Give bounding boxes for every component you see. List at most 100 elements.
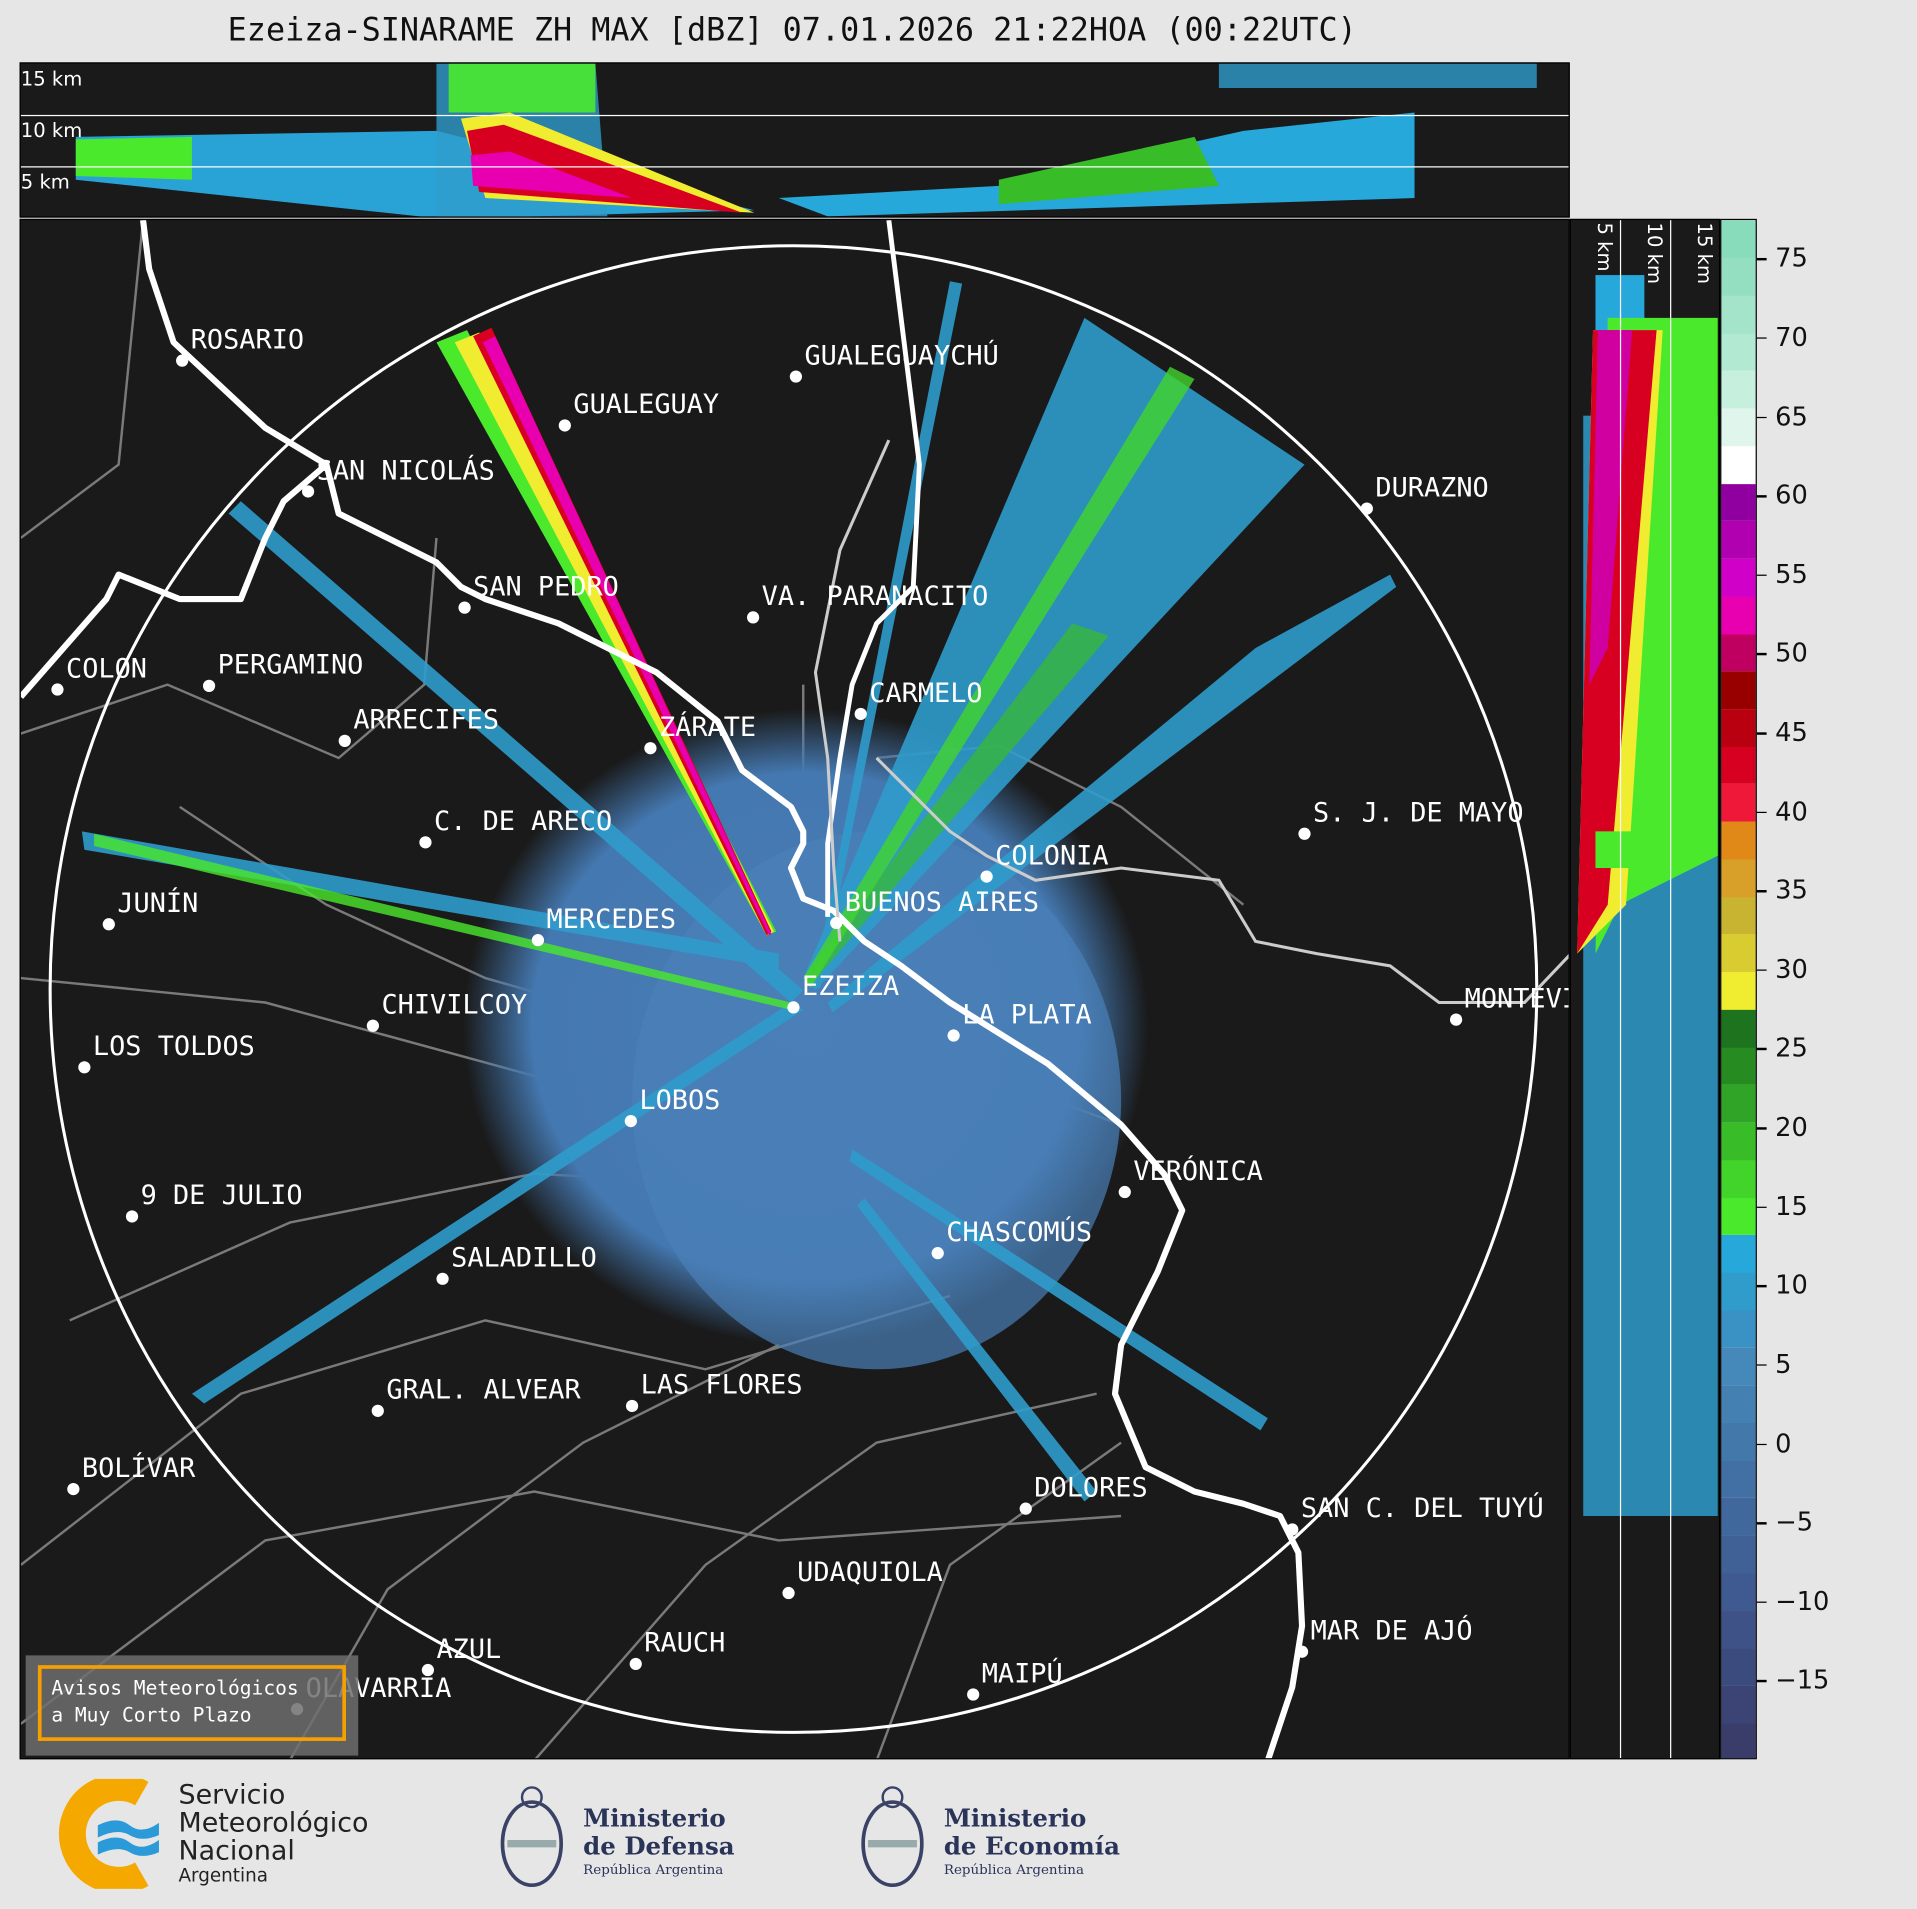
colorbar-segment bbox=[1721, 1159, 1756, 1198]
colorbar-segment bbox=[1721, 1309, 1756, 1348]
city-label: GRAL. ALVEAR bbox=[386, 1375, 581, 1406]
city-label: MERCEDES bbox=[546, 904, 677, 936]
city-marker bbox=[419, 836, 432, 849]
argentina-shield-icon bbox=[861, 1786, 924, 1888]
city-label: RAUCH bbox=[644, 1628, 726, 1660]
colorbar-segment bbox=[1721, 220, 1756, 259]
colorbar-tick bbox=[1756, 1443, 1767, 1446]
height-label: 5 km bbox=[1593, 222, 1617, 272]
colorbar-segment bbox=[1721, 1459, 1756, 1499]
colorbar-tick-label: 40 bbox=[1775, 796, 1808, 826]
city-label: COLONIA bbox=[995, 841, 1109, 872]
colorbar-tick bbox=[1756, 1206, 1767, 1209]
height-label: 10 km bbox=[1643, 222, 1667, 285]
city-marker bbox=[787, 1001, 800, 1014]
city-label: JUNÍN bbox=[117, 888, 199, 920]
city-marker bbox=[1118, 1185, 1131, 1199]
colorbar-segment bbox=[1721, 1610, 1756, 1649]
smn-logo: Servicio Meteorológico Nacional Argentin… bbox=[56, 1778, 398, 1889]
city-label: CHASCOMÚS bbox=[946, 1217, 1093, 1249]
height-label: 15 km bbox=[1693, 222, 1717, 285]
colorbar-segment bbox=[1721, 1196, 1756, 1236]
colorbar-segment bbox=[1721, 1384, 1756, 1423]
city-label: SAN PEDRO bbox=[473, 572, 619, 603]
colorbar-segment bbox=[1721, 1084, 1756, 1123]
colorbar-segment bbox=[1721, 858, 1756, 897]
city-marker bbox=[421, 1663, 435, 1677]
colorbar-tick-label: −10 bbox=[1775, 1586, 1830, 1616]
city-label: DOLORES bbox=[1034, 1473, 1148, 1504]
city-label: DURAZNO bbox=[1375, 473, 1489, 504]
colorbar-segment bbox=[1721, 1234, 1756, 1273]
avisos-box[interactable]: Avisos Meteorológicos a Muy Corto Plazo bbox=[25, 1655, 359, 1756]
city-label: PERGAMINO bbox=[217, 650, 364, 681]
city-marker bbox=[624, 1114, 637, 1128]
city-marker bbox=[202, 679, 216, 692]
city-marker bbox=[338, 734, 351, 747]
colorbar-tick-label: 25 bbox=[1775, 1033, 1808, 1063]
colorbar-tick bbox=[1756, 495, 1767, 498]
side-height-profile-panel: 5 km 10 km 15 km bbox=[1569, 218, 1721, 1760]
avisos-line2: a Muy Corto Plazo bbox=[51, 1703, 252, 1727]
smn-line4: Argentina bbox=[178, 1864, 268, 1887]
colorbar-segment bbox=[1721, 1272, 1756, 1311]
colorbar-segment bbox=[1721, 746, 1756, 785]
colorbar-tick-label: 20 bbox=[1775, 1112, 1808, 1142]
colorbar-tick bbox=[1756, 574, 1767, 577]
colorbar-tick-label: 5 bbox=[1775, 1349, 1792, 1379]
colorbar-tick-label: −15 bbox=[1775, 1665, 1830, 1695]
colorbar-segment bbox=[1721, 1121, 1756, 1160]
radar-map[interactable]: ROSARIO GUALEGUAY GUALEGUAYCHÚ SAN NICOLÁS D… bbox=[19, 218, 1570, 1760]
colorbar-tick-label: 35 bbox=[1775, 875, 1808, 905]
5km-line bbox=[1619, 220, 1622, 1759]
city-label: SAN NICOLÁS bbox=[316, 456, 495, 487]
smn-line1: Servicio bbox=[178, 1780, 286, 1811]
colorbar-segment bbox=[1721, 1347, 1756, 1386]
colorbar-tick bbox=[1756, 1522, 1767, 1525]
city-marker bbox=[625, 1399, 639, 1413]
colorbar-segment bbox=[1721, 971, 1756, 1010]
city-label: GUALEGUAYCHÚ bbox=[804, 341, 999, 372]
city-marker bbox=[531, 934, 545, 947]
defensa-logo: Ministerio de Defensa República Argentin… bbox=[495, 1773, 764, 1895]
economia-line1: Ministerio bbox=[943, 1803, 1087, 1833]
colorbar-tick-label: −5 bbox=[1775, 1507, 1814, 1537]
colorbar-tick bbox=[1756, 732, 1767, 735]
colorbar-segment bbox=[1721, 783, 1756, 822]
colorbar-tick-label: 65 bbox=[1775, 401, 1808, 431]
colorbar-segment bbox=[1721, 558, 1756, 597]
colorbar-segment bbox=[1721, 933, 1756, 973]
colorbar-segment bbox=[1721, 1535, 1756, 1574]
colorbar-segment bbox=[1721, 1422, 1756, 1461]
city-marker bbox=[51, 683, 64, 696]
city-label: GUALEGUAY bbox=[573, 390, 720, 421]
colorbar-segment bbox=[1721, 708, 1756, 747]
colorbar-segment bbox=[1721, 1046, 1756, 1085]
city-label: SAN C. DEL TUYÚ bbox=[1300, 1493, 1544, 1525]
city-label: CHIVILCOY bbox=[381, 990, 528, 1021]
city-label: AZUL bbox=[436, 1634, 502, 1666]
colorbar-tick bbox=[1756, 337, 1767, 340]
colorbar-segment bbox=[1721, 370, 1756, 409]
avisos-link[interactable]: Avisos Meteorológicos a Muy Corto Plazo bbox=[37, 1665, 346, 1741]
city-marker bbox=[371, 1404, 384, 1417]
city-label: LOBOS bbox=[639, 1085, 721, 1117]
colorbar-tick-label: 75 bbox=[1775, 243, 1808, 273]
colorbar-tick-label: 60 bbox=[1775, 480, 1808, 510]
city-marker bbox=[947, 1029, 960, 1042]
colorbar-segment bbox=[1721, 520, 1756, 559]
city-label: UDAQUIOLA bbox=[797, 1557, 943, 1589]
dbz-colorbar bbox=[1720, 218, 1757, 1760]
city-label: COLON bbox=[66, 654, 147, 685]
city-label: MAR DE AJÓ bbox=[1310, 1616, 1473, 1647]
colorbar-tick bbox=[1756, 416, 1767, 419]
colorbar-segment bbox=[1721, 1722, 1756, 1759]
economia-line2: de Economía bbox=[943, 1831, 1120, 1861]
colorbar-tick bbox=[1756, 811, 1767, 814]
city-marker bbox=[301, 485, 315, 498]
city-label: LAS FLORES bbox=[640, 1370, 803, 1402]
colorbar-tick-label: 15 bbox=[1775, 1191, 1808, 1221]
colorbar-segment bbox=[1721, 633, 1756, 672]
colorbar-segment bbox=[1721, 896, 1756, 935]
colorbar-segment bbox=[1721, 670, 1756, 710]
